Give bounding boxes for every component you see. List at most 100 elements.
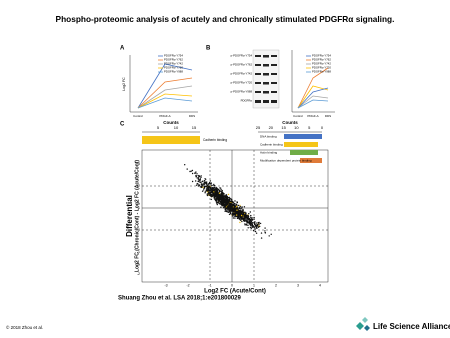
scatter-point: [220, 187, 222, 189]
scatter-point: [238, 210, 240, 212]
panel-label: A: [120, 46, 125, 52]
scatter-point: [198, 176, 200, 178]
scatter-point: [247, 215, 249, 217]
scatter-point: [245, 220, 247, 222]
scatter-point: [210, 185, 213, 187]
scatter-point: [217, 200, 219, 202]
panel-a-plot: [129, 55, 198, 113]
scatter-point: [210, 195, 212, 197]
scatter-point: [203, 180, 206, 182]
copyright: © 2018 Zhou et al.: [6, 324, 43, 330]
bar-label: Modification dependent protein binding: [260, 158, 312, 162]
tick-label: 0: [231, 283, 233, 287]
scatter-point: [221, 194, 224, 197]
scatter-point: [250, 227, 253, 229]
scatter-point: [214, 193, 217, 195]
scatter-point: [241, 208, 243, 210]
scatter-point: [213, 186, 215, 188]
scatter-point: [249, 211, 251, 213]
scatter-point: [214, 188, 216, 190]
scatter-point: [249, 222, 251, 225]
scatter-point: [226, 203, 228, 205]
scatter-point: [242, 211, 245, 214]
scatter-point: [203, 189, 205, 191]
legend-entry: PDGFRα-Y762: [312, 58, 331, 62]
scatter-point: [203, 187, 205, 190]
scatter-point: [223, 193, 225, 195]
scatter-point: [234, 215, 236, 218]
scatter-point: [190, 170, 192, 172]
scatter-point: [211, 196, 213, 198]
scatter-point: [211, 189, 213, 192]
scatter-point: [240, 211, 243, 213]
axis-title: Differential: [125, 195, 134, 237]
scatter-point: [221, 204, 223, 206]
tick-label: 0: [138, 228, 140, 232]
scatter-point: [222, 204, 224, 207]
scatter-point: [202, 186, 204, 188]
scatter-point: [221, 191, 223, 193]
scatter-point: [256, 223, 259, 226]
scatter-point: [226, 196, 228, 198]
scatter-point: [218, 195, 220, 197]
scatter-point: [222, 198, 224, 200]
scatter-point: [270, 233, 272, 235]
tick-label: 10: [174, 125, 179, 130]
scatter-point: [208, 186, 211, 188]
scatter-point: [217, 194, 219, 196]
scatter-point: [226, 200, 229, 203]
scatter-point: [209, 188, 212, 190]
scatter-point: [227, 205, 229, 208]
scatter-point: [208, 181, 211, 184]
scatter-point: [239, 217, 242, 219]
scatter-point: [207, 192, 210, 194]
scatter-point: [244, 216, 246, 218]
scatter-point: [257, 226, 260, 228]
bar: [284, 134, 322, 139]
axis-label: Log2 FC (Chronic/Cont) - Log2 FC (Acute/…: [134, 160, 140, 273]
scatter-point: [237, 204, 240, 207]
x-label: Control: [293, 114, 303, 118]
scatter-point: [238, 207, 241, 210]
scatter-point: [194, 172, 196, 174]
legend-entry: PDGFRα-Y720: [312, 66, 331, 70]
scatter-point: [200, 175, 202, 177]
scatter-point: [268, 235, 270, 237]
tick-label: 0: [321, 125, 324, 130]
scatter-point: [213, 183, 215, 186]
scatter-point: [226, 210, 228, 213]
scatter-point: [234, 205, 237, 207]
scatter-point: [209, 192, 211, 195]
journal-name: Life Science Alliance: [373, 322, 450, 331]
scatter-point: [236, 215, 238, 218]
legend-entry: PDGFRα-Y754: [164, 54, 183, 58]
tick-label: -1: [208, 283, 211, 287]
legend-entry: PDGFRα-Y988: [312, 70, 331, 74]
tick-label: -3: [164, 283, 167, 287]
scatter-point: [229, 210, 231, 213]
tick-label: 3: [138, 162, 140, 166]
scatter-point: [232, 213, 234, 216]
scatter-point: [235, 203, 237, 206]
scatter-point: [242, 214, 244, 216]
scatter-point: [196, 177, 198, 179]
scatter-point: [205, 183, 208, 185]
scatter-point: [213, 195, 215, 198]
scatter-point: [197, 177, 200, 179]
scatter-point: [204, 178, 206, 180]
scatter-point: [237, 208, 239, 210]
scatter-point: [238, 213, 241, 215]
scatter-point: [251, 226, 253, 228]
blot-row-label: p-PDGFRα-Y762: [231, 63, 253, 67]
scatter-point: [195, 175, 197, 177]
scatter-point: [229, 209, 231, 211]
bar-label: Actin binding: [260, 150, 278, 154]
scatter-point: [259, 225, 261, 228]
scatter-point: [198, 184, 201, 186]
scatter-point: [255, 224, 257, 226]
scatter-point: [252, 229, 255, 232]
scatter-point: [207, 189, 209, 192]
scatter-point: [255, 225, 257, 227]
bar: [300, 158, 322, 163]
